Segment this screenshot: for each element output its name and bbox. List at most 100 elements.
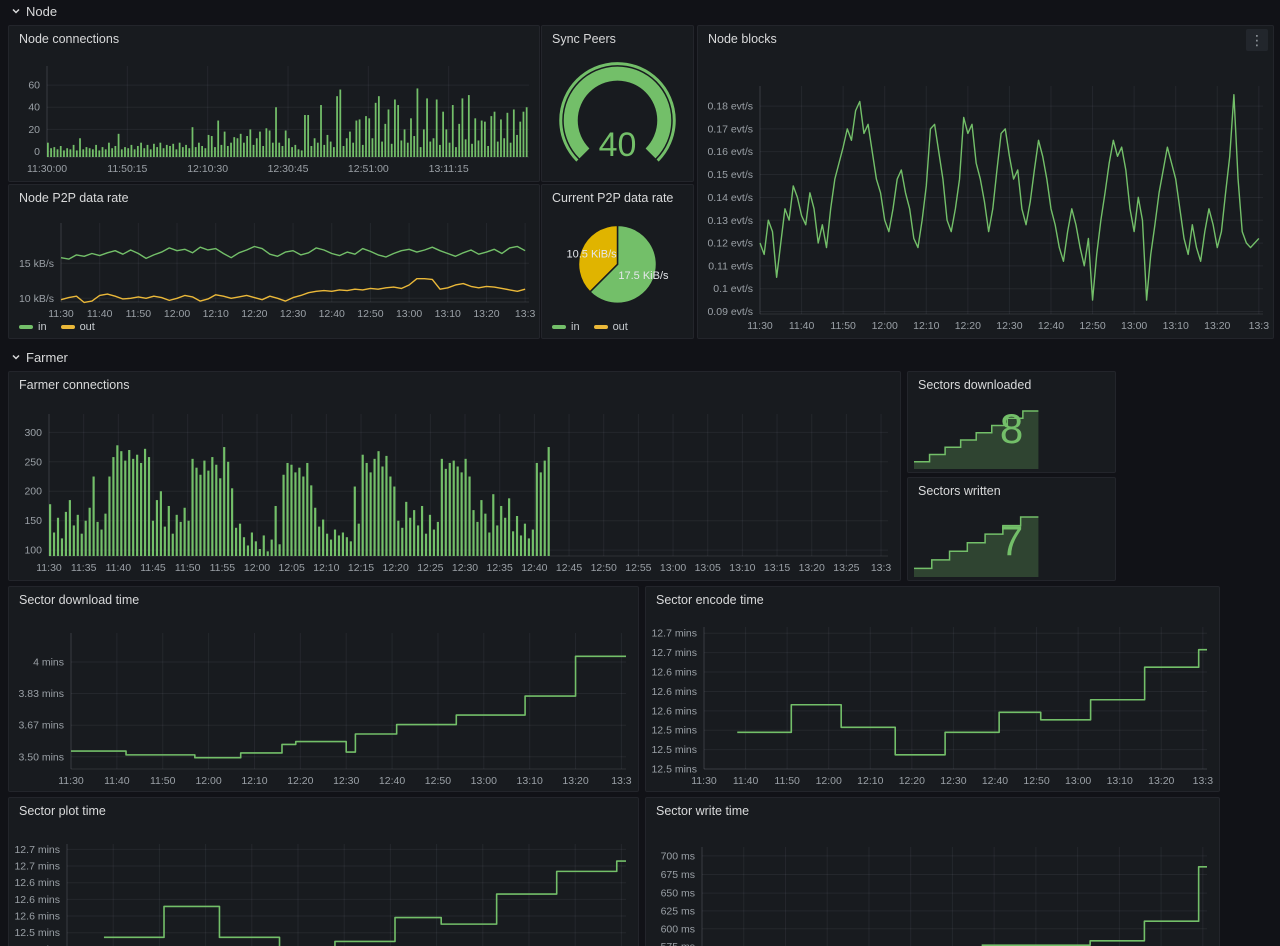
sector-download-time-chart[interactable]: 4 mins 3.83 mins 3.67 mins 3.50 mins 11:30 11…	[9, 613, 638, 791]
svg-text:11:50:15: 11:50:15	[107, 163, 147, 175]
svg-text:0: 0	[34, 146, 40, 158]
legend: in out	[552, 321, 628, 333]
svg-text:12:00: 12:00	[816, 775, 842, 787]
svg-text:15 kB/s: 15 kB/s	[19, 258, 54, 270]
svg-text:11:30: 11:30	[747, 320, 773, 332]
sector-encode-time-chart[interactable]: 12.7 mins 12.7 mins 12.6 mins 12.6 mins 12.6…	[646, 613, 1219, 791]
svg-text:12:55: 12:55	[625, 562, 651, 574]
svg-text:13:11:15: 13:11:15	[429, 163, 469, 175]
svg-text:100: 100	[24, 545, 42, 557]
kebab-menu-icon[interactable]: ⋮	[1246, 29, 1268, 51]
svg-text:575 ms: 575 ms	[661, 941, 695, 946]
sector-plot-time-chart[interactable]: 12.7 mins 12.7 mins 12.6 mins 12.6 mins 12.6…	[9, 824, 638, 946]
svg-text:13:00: 13:00	[471, 775, 497, 787]
series-swatch-green	[19, 325, 33, 329]
node-connections-chart[interactable]: 0 20 40 60 11:30:00 11:50:15 12:10:30 12:30:45 1…	[9, 52, 539, 181]
panel-title[interactable]: Node blocks	[708, 32, 777, 46]
svg-text:12.6 mins: 12.6 mins	[14, 877, 60, 889]
svg-text:11:30: 11:30	[48, 308, 74, 320]
svg-text:11:40: 11:40	[733, 775, 759, 787]
panel-title[interactable]: Current P2P data rate	[552, 191, 674, 205]
panel-sectors-downloaded: Sectors downloaded 8	[907, 371, 1116, 473]
svg-text:11:50: 11:50	[774, 775, 800, 787]
panel-title[interactable]: Sync Peers	[552, 32, 616, 46]
svg-text:12:51:00: 12:51:00	[348, 163, 389, 175]
svg-text:650 ms: 650 ms	[661, 888, 695, 900]
svg-text:0.15 evt/s: 0.15 evt/s	[707, 169, 753, 181]
panel-title[interactable]: Sector write time	[656, 804, 750, 818]
panel-node-blocks: Node blocks ⋮ 0.18 evt/s 0.17 evt/s 0.16 e…	[697, 25, 1274, 339]
svg-text:12:30: 12:30	[333, 775, 359, 787]
svg-text:12.7 mins: 12.7 mins	[14, 861, 60, 873]
series-swatch-green	[552, 325, 566, 329]
svg-text:11:40: 11:40	[106, 562, 132, 574]
svg-text:60: 60	[28, 80, 40, 92]
svg-text:12:10:30: 12:10:30	[187, 163, 228, 175]
legend-item-in[interactable]: in	[552, 321, 580, 333]
svg-text:12:40: 12:40	[982, 775, 1008, 787]
node-p2p-chart[interactable]: 15 kB/s 10 kB/s 11:30 11:40 11:50 12:00 12:10 1…	[9, 211, 539, 338]
svg-text:12:30: 12:30	[996, 320, 1022, 332]
svg-text:11:50: 11:50	[150, 775, 176, 787]
chevron-down-icon	[12, 354, 20, 360]
svg-text:0.12 evt/s: 0.12 evt/s	[707, 238, 753, 250]
svg-text:0.1 evt/s: 0.1 evt/s	[713, 283, 753, 295]
svg-text:13:00: 13:00	[1065, 775, 1091, 787]
panel-title[interactable]: Node P2P data rate	[19, 191, 129, 205]
svg-text:12.5 mins: 12.5 mins	[651, 744, 697, 756]
svg-text:12:45: 12:45	[556, 562, 582, 574]
panel-title[interactable]: Farmer connections	[19, 378, 130, 392]
chevron-down-icon	[12, 8, 20, 14]
svg-text:13:3: 13:3	[1193, 775, 1214, 787]
panel-farmer-connections: Farmer connections 300 250 200 150 100 11:30 1…	[8, 371, 901, 581]
legend-item-out[interactable]: out	[60, 321, 95, 333]
svg-text:11:30: 11:30	[36, 562, 62, 574]
svg-text:12.5 mins: 12.5 mins	[651, 725, 697, 737]
panel-title[interactable]: Sector download time	[19, 593, 140, 607]
svg-text:12:00: 12:00	[872, 320, 898, 332]
svg-text:20: 20	[28, 124, 40, 136]
svg-text:12:05: 12:05	[279, 562, 305, 574]
legend-item-out[interactable]: out	[593, 321, 628, 333]
legend-item-in[interactable]: in	[19, 321, 47, 333]
panel-title[interactable]: Sector plot time	[19, 804, 106, 818]
svg-text:13:00: 13:00	[660, 562, 686, 574]
svg-text:13:10: 13:10	[435, 308, 461, 320]
legend-label: out	[79, 321, 95, 333]
svg-text:12:25: 12:25	[417, 562, 443, 574]
panel-title[interactable]: Sectors written	[918, 484, 1001, 498]
svg-text:11:50: 11:50	[126, 308, 152, 320]
svg-text:12:00: 12:00	[244, 562, 270, 574]
svg-text:13:3: 13:3	[1249, 320, 1270, 332]
series-swatch-yellow	[593, 325, 608, 329]
panel-title[interactable]: Sectors downloaded	[918, 378, 1032, 392]
svg-text:10 kB/s: 10 kB/s	[19, 293, 54, 305]
svg-text:12:15: 12:15	[348, 562, 374, 574]
sectors-downloaded-sparkline[interactable]	[908, 398, 1115, 472]
panel-sector-encode-time: Sector encode time 12.7 mins 12.7 mins 12.…	[645, 586, 1220, 792]
svg-text:13:20: 13:20	[799, 562, 825, 574]
svg-text:12:50: 12:50	[1079, 320, 1105, 332]
gauge-value: 40	[598, 126, 637, 164]
svg-text:0.18 evt/s: 0.18 evt/s	[707, 101, 753, 113]
sectors-written-sparkline[interactable]	[908, 504, 1115, 580]
panel-title[interactable]: Sector encode time	[656, 593, 764, 607]
svg-text:11:40: 11:40	[789, 320, 815, 332]
row-header-farmer[interactable]: Farmer	[10, 348, 68, 366]
node-blocks-chart[interactable]: 0.18 evt/s 0.17 evt/s 0.16 evt/s 0.15 evt/s…	[698, 52, 1273, 338]
svg-text:200: 200	[24, 486, 42, 498]
svg-text:12:10: 12:10	[857, 775, 883, 787]
svg-text:675 ms: 675 ms	[661, 869, 695, 881]
svg-text:12:50: 12:50	[425, 775, 451, 787]
sync-peers-gauge[interactable]	[542, 52, 693, 181]
farmer-connections-chart[interactable]: 300 250 200 150 100 11:30 11:35 11:40 11:45 11:50…	[9, 398, 900, 580]
row-header-node[interactable]: Node	[10, 2, 57, 20]
svg-text:0.13 evt/s: 0.13 evt/s	[707, 215, 753, 227]
p2p-pie-chart[interactable]: 17.5 KiB/s 10.5 KiB/s	[542, 211, 693, 338]
svg-text:11:40: 11:40	[87, 308, 113, 320]
panel-title[interactable]: Node connections	[19, 32, 120, 46]
svg-text:12.7 mins: 12.7 mins	[14, 844, 60, 856]
svg-text:12:30: 12:30	[280, 308, 306, 320]
svg-text:11:40: 11:40	[104, 775, 130, 787]
